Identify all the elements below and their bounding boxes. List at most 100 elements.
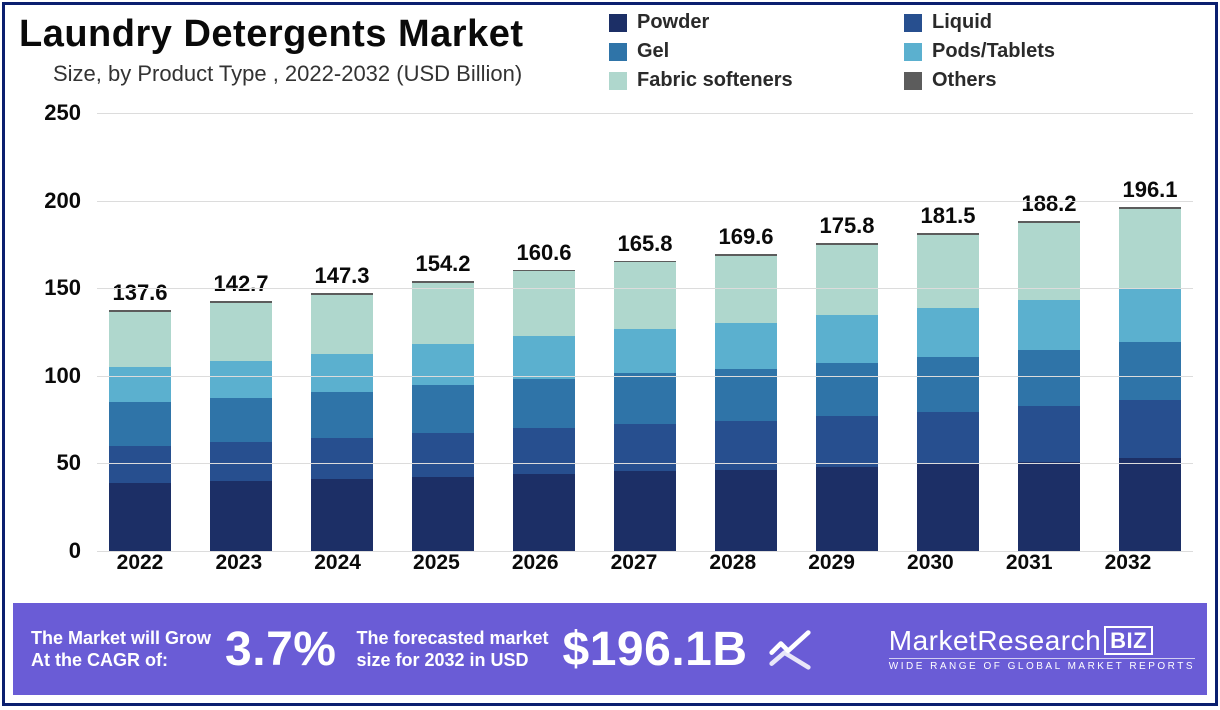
cagr-block: The Market will Grow At the CAGR of: 3.7… — [31, 622, 356, 677]
chart-subtitle: Size, by Product Type , 2022-2032 (USD B… — [53, 61, 522, 87]
bar-segment — [513, 428, 575, 474]
bar-total-label: 154.2 — [415, 251, 470, 277]
bar-segment — [311, 479, 373, 551]
bar-column: 137.6 — [105, 310, 175, 551]
y-tick-label: 100 — [44, 363, 81, 389]
bar-segment — [311, 438, 373, 479]
cagr-label-line2: At the CAGR of: — [31, 650, 168, 670]
forecast-value: $196.1B — [563, 622, 748, 677]
legend-item: Fabric softeners — [609, 69, 904, 92]
legend-swatch — [904, 14, 922, 32]
bar-column: 196.1 — [1115, 207, 1185, 551]
x-tick-label: 2023 — [204, 551, 274, 583]
bar-segment — [614, 262, 676, 328]
bar-segment — [816, 467, 878, 551]
bar-segment — [715, 421, 777, 470]
bar-segment — [1119, 342, 1181, 401]
x-tick-label: 2027 — [599, 551, 669, 583]
x-tick-label: 2028 — [698, 551, 768, 583]
y-tick-label: 200 — [44, 188, 81, 214]
bar-segment — [1018, 406, 1080, 461]
bar-stack: 137.6 — [109, 310, 171, 551]
bar-segment — [311, 392, 373, 438]
bar-column: 142.7 — [206, 301, 276, 551]
bar-stack: 154.2 — [412, 281, 474, 551]
legend: Powder LiquidGel Pods/Tablets Fabric soften… — [605, 5, 1203, 98]
bar-segment — [1119, 289, 1181, 342]
bar-segment — [513, 336, 575, 379]
legend-item: Liquid — [904, 11, 1199, 34]
bar-segment — [816, 245, 878, 316]
gridline — [97, 376, 1193, 377]
bar-segment — [1119, 458, 1181, 551]
x-tick-label: 2022 — [105, 551, 175, 583]
forecast-block: The forecasted market size for 2032 in U… — [356, 622, 821, 677]
legend-label: Pods/Tablets — [932, 40, 1055, 63]
bar-segment — [715, 323, 777, 369]
x-tick-label: 2029 — [797, 551, 867, 583]
bar-stack: 160.6 — [513, 270, 575, 551]
gridline — [97, 113, 1193, 114]
gridline — [97, 463, 1193, 464]
gridline — [97, 288, 1193, 289]
bar-column: 181.5 — [913, 233, 983, 551]
brand-name-row: MarketResearchBIZ — [889, 626, 1195, 655]
legend-item: Powder — [609, 11, 904, 34]
bar-segment — [210, 398, 272, 443]
legend-item: Others — [904, 69, 1199, 92]
bars-container: 137.6142.7147.3154.2160.6165.8169.6175.8… — [105, 113, 1185, 551]
bar-segment — [917, 357, 979, 411]
legend-item: Gel — [609, 40, 904, 63]
bar-segment — [816, 315, 878, 362]
plot-area: 137.6142.7147.3154.2160.6165.8169.6175.8… — [97, 113, 1193, 551]
legend-swatch — [609, 72, 627, 90]
bar-segment — [210, 481, 272, 551]
bar-segment — [715, 470, 777, 551]
bar-segment — [109, 402, 171, 446]
bar-segment — [412, 477, 474, 551]
bar-segment — [210, 303, 272, 361]
y-tick-label: 150 — [44, 275, 81, 301]
bar-column: 169.6 — [711, 254, 781, 551]
bar-segment — [1018, 300, 1080, 351]
bar-total-label: 160.6 — [516, 240, 571, 266]
bar-stack: 147.3 — [311, 293, 373, 551]
bar-total-label: 169.6 — [718, 224, 773, 250]
bar-stack: 142.7 — [210, 301, 272, 551]
cagr-label: The Market will Grow At the CAGR of: — [31, 627, 211, 672]
bar-column: 147.3 — [307, 293, 377, 551]
chart-frame: Laundry Detergents Market Size, by Produ… — [2, 2, 1218, 706]
legend-item: Pods/Tablets — [904, 40, 1199, 63]
bar-segment — [109, 483, 171, 551]
bar-segment — [917, 412, 979, 465]
footer-banner: The Market will Grow At the CAGR of: 3.7… — [13, 603, 1207, 695]
bar-segment — [513, 379, 575, 428]
bar-total-label: 142.7 — [213, 271, 268, 297]
bar-total-label: 175.8 — [819, 213, 874, 239]
bar-segment — [412, 433, 474, 477]
bar-segment — [210, 442, 272, 481]
bar-stack: 196.1 — [1119, 207, 1181, 551]
bar-segment — [109, 312, 171, 367]
brand-suffix: BIZ — [1104, 626, 1153, 655]
bar-segment — [109, 367, 171, 402]
growth-check-icon — [768, 627, 812, 671]
bar-segment — [311, 354, 373, 393]
x-tick-label: 2024 — [303, 551, 373, 583]
cagr-value: 3.7% — [225, 622, 336, 677]
legend-label: Powder — [637, 11, 709, 34]
legend-swatch — [904, 72, 922, 90]
bar-segment — [816, 416, 878, 467]
bar-segment — [1119, 400, 1181, 458]
cagr-label-line1: The Market will Grow — [31, 628, 211, 648]
bar-stack: 169.6 — [715, 254, 777, 551]
x-tick-label: 2031 — [994, 551, 1064, 583]
brand-name: MarketResearch — [889, 625, 1101, 656]
brand-tagline: WIDE RANGE OF GLOBAL MARKET REPORTS — [889, 658, 1195, 672]
bar-segment — [513, 271, 575, 336]
x-tick-label: 2026 — [500, 551, 570, 583]
bar-segment — [412, 283, 474, 345]
bar-stack: 175.8 — [816, 243, 878, 551]
legend-swatch — [904, 43, 922, 61]
y-axis: 050100150200250 — [27, 113, 87, 551]
